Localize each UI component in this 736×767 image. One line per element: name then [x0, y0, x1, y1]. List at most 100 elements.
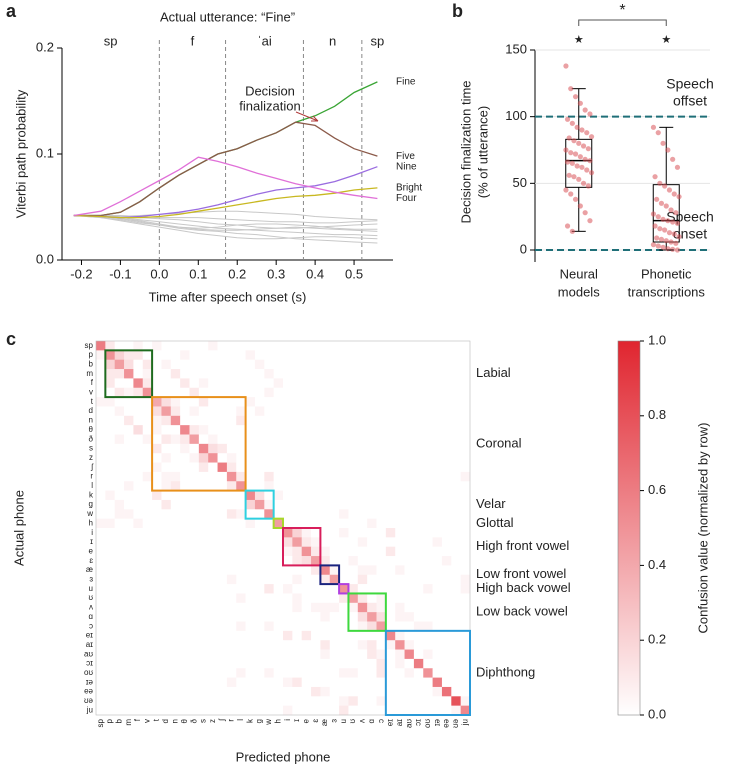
cell: [217, 574, 228, 585]
cell: [441, 574, 452, 585]
cell: [413, 574, 424, 585]
cell: [320, 574, 331, 585]
cell: [432, 593, 443, 604]
cell: [329, 499, 340, 510]
cell: [124, 696, 134, 706]
cell: [423, 509, 433, 519]
cell: [348, 481, 359, 491]
cell: [423, 649, 433, 660]
cell: [254, 565, 265, 576]
cell: [236, 434, 246, 445]
cell: [441, 509, 452, 519]
cell: [348, 593, 359, 604]
cell: [423, 640, 433, 650]
group-box: [319, 564, 341, 586]
cell: [385, 341, 396, 351]
cell: [198, 546, 209, 557]
group-box: [104, 349, 154, 399]
cell: [367, 574, 377, 585]
cell: [273, 705, 284, 716]
cell: [441, 528, 452, 538]
cell: [189, 612, 200, 622]
cell: [376, 546, 387, 557]
cell: [226, 593, 237, 604]
cell: [161, 406, 172, 417]
cell: [142, 350, 153, 360]
cell: [217, 434, 228, 445]
cell: [105, 668, 115, 678]
cell: [311, 387, 321, 398]
cell: [329, 359, 340, 370]
cell: [451, 518, 461, 529]
cell: [254, 499, 265, 510]
cell: [124, 481, 134, 491]
cell: [404, 341, 415, 351]
y-axis-label: Viterbi path probability: [13, 89, 28, 218]
cell: [432, 462, 443, 473]
cell: [273, 574, 284, 585]
cell: [217, 490, 228, 501]
cell: [198, 602, 209, 613]
cell: [133, 649, 144, 660]
cell: [395, 677, 405, 688]
group-label: Low front vowel: [476, 566, 566, 581]
point: [587, 158, 593, 164]
cell: [96, 462, 106, 473]
cell: [226, 686, 237, 697]
point: [673, 240, 679, 246]
cell: [114, 546, 125, 557]
cell: [273, 350, 284, 360]
cell: [432, 378, 443, 389]
cell: [292, 537, 302, 547]
group-label: Velar: [476, 496, 506, 511]
cell: [245, 453, 256, 463]
cell: [339, 705, 349, 716]
cell: [198, 640, 209, 650]
cell: [189, 602, 200, 613]
point: [655, 243, 661, 249]
cell: [413, 649, 424, 660]
cell: [339, 556, 349, 566]
column-label: g: [255, 719, 264, 723]
cell: [292, 509, 302, 519]
cell: [376, 434, 387, 445]
cell: [264, 696, 274, 706]
reference-label: Speech: [666, 75, 713, 91]
cell: [105, 686, 115, 697]
cell: [142, 528, 153, 538]
cell: [124, 574, 134, 585]
cell: [432, 677, 443, 688]
cell: [226, 668, 237, 678]
cell: [329, 350, 340, 360]
cell: [357, 443, 368, 454]
cell: [283, 556, 293, 566]
cell: [301, 649, 312, 660]
cell: [357, 602, 368, 613]
cell: [264, 387, 274, 398]
cell: [292, 593, 302, 604]
cell: [264, 415, 274, 426]
cell: [385, 415, 396, 426]
cell: [170, 518, 181, 529]
cell: [236, 443, 246, 454]
cell: [124, 387, 134, 398]
cell: [376, 640, 387, 650]
point: [670, 246, 676, 252]
cell: [441, 584, 452, 594]
cell: [245, 359, 256, 370]
cell: [292, 705, 302, 716]
cell: [198, 434, 209, 445]
cell: [124, 425, 134, 435]
cell: [245, 471, 256, 482]
cell: [395, 453, 405, 463]
cell: [236, 630, 246, 641]
cell: [161, 341, 172, 351]
cell: [142, 584, 153, 594]
cell: [152, 499, 162, 510]
cell: [348, 696, 359, 706]
cell: [367, 537, 377, 547]
x-tick-label: 0.5: [345, 266, 363, 281]
cell: [311, 341, 321, 351]
cell: [320, 471, 331, 482]
cell: [273, 528, 284, 538]
